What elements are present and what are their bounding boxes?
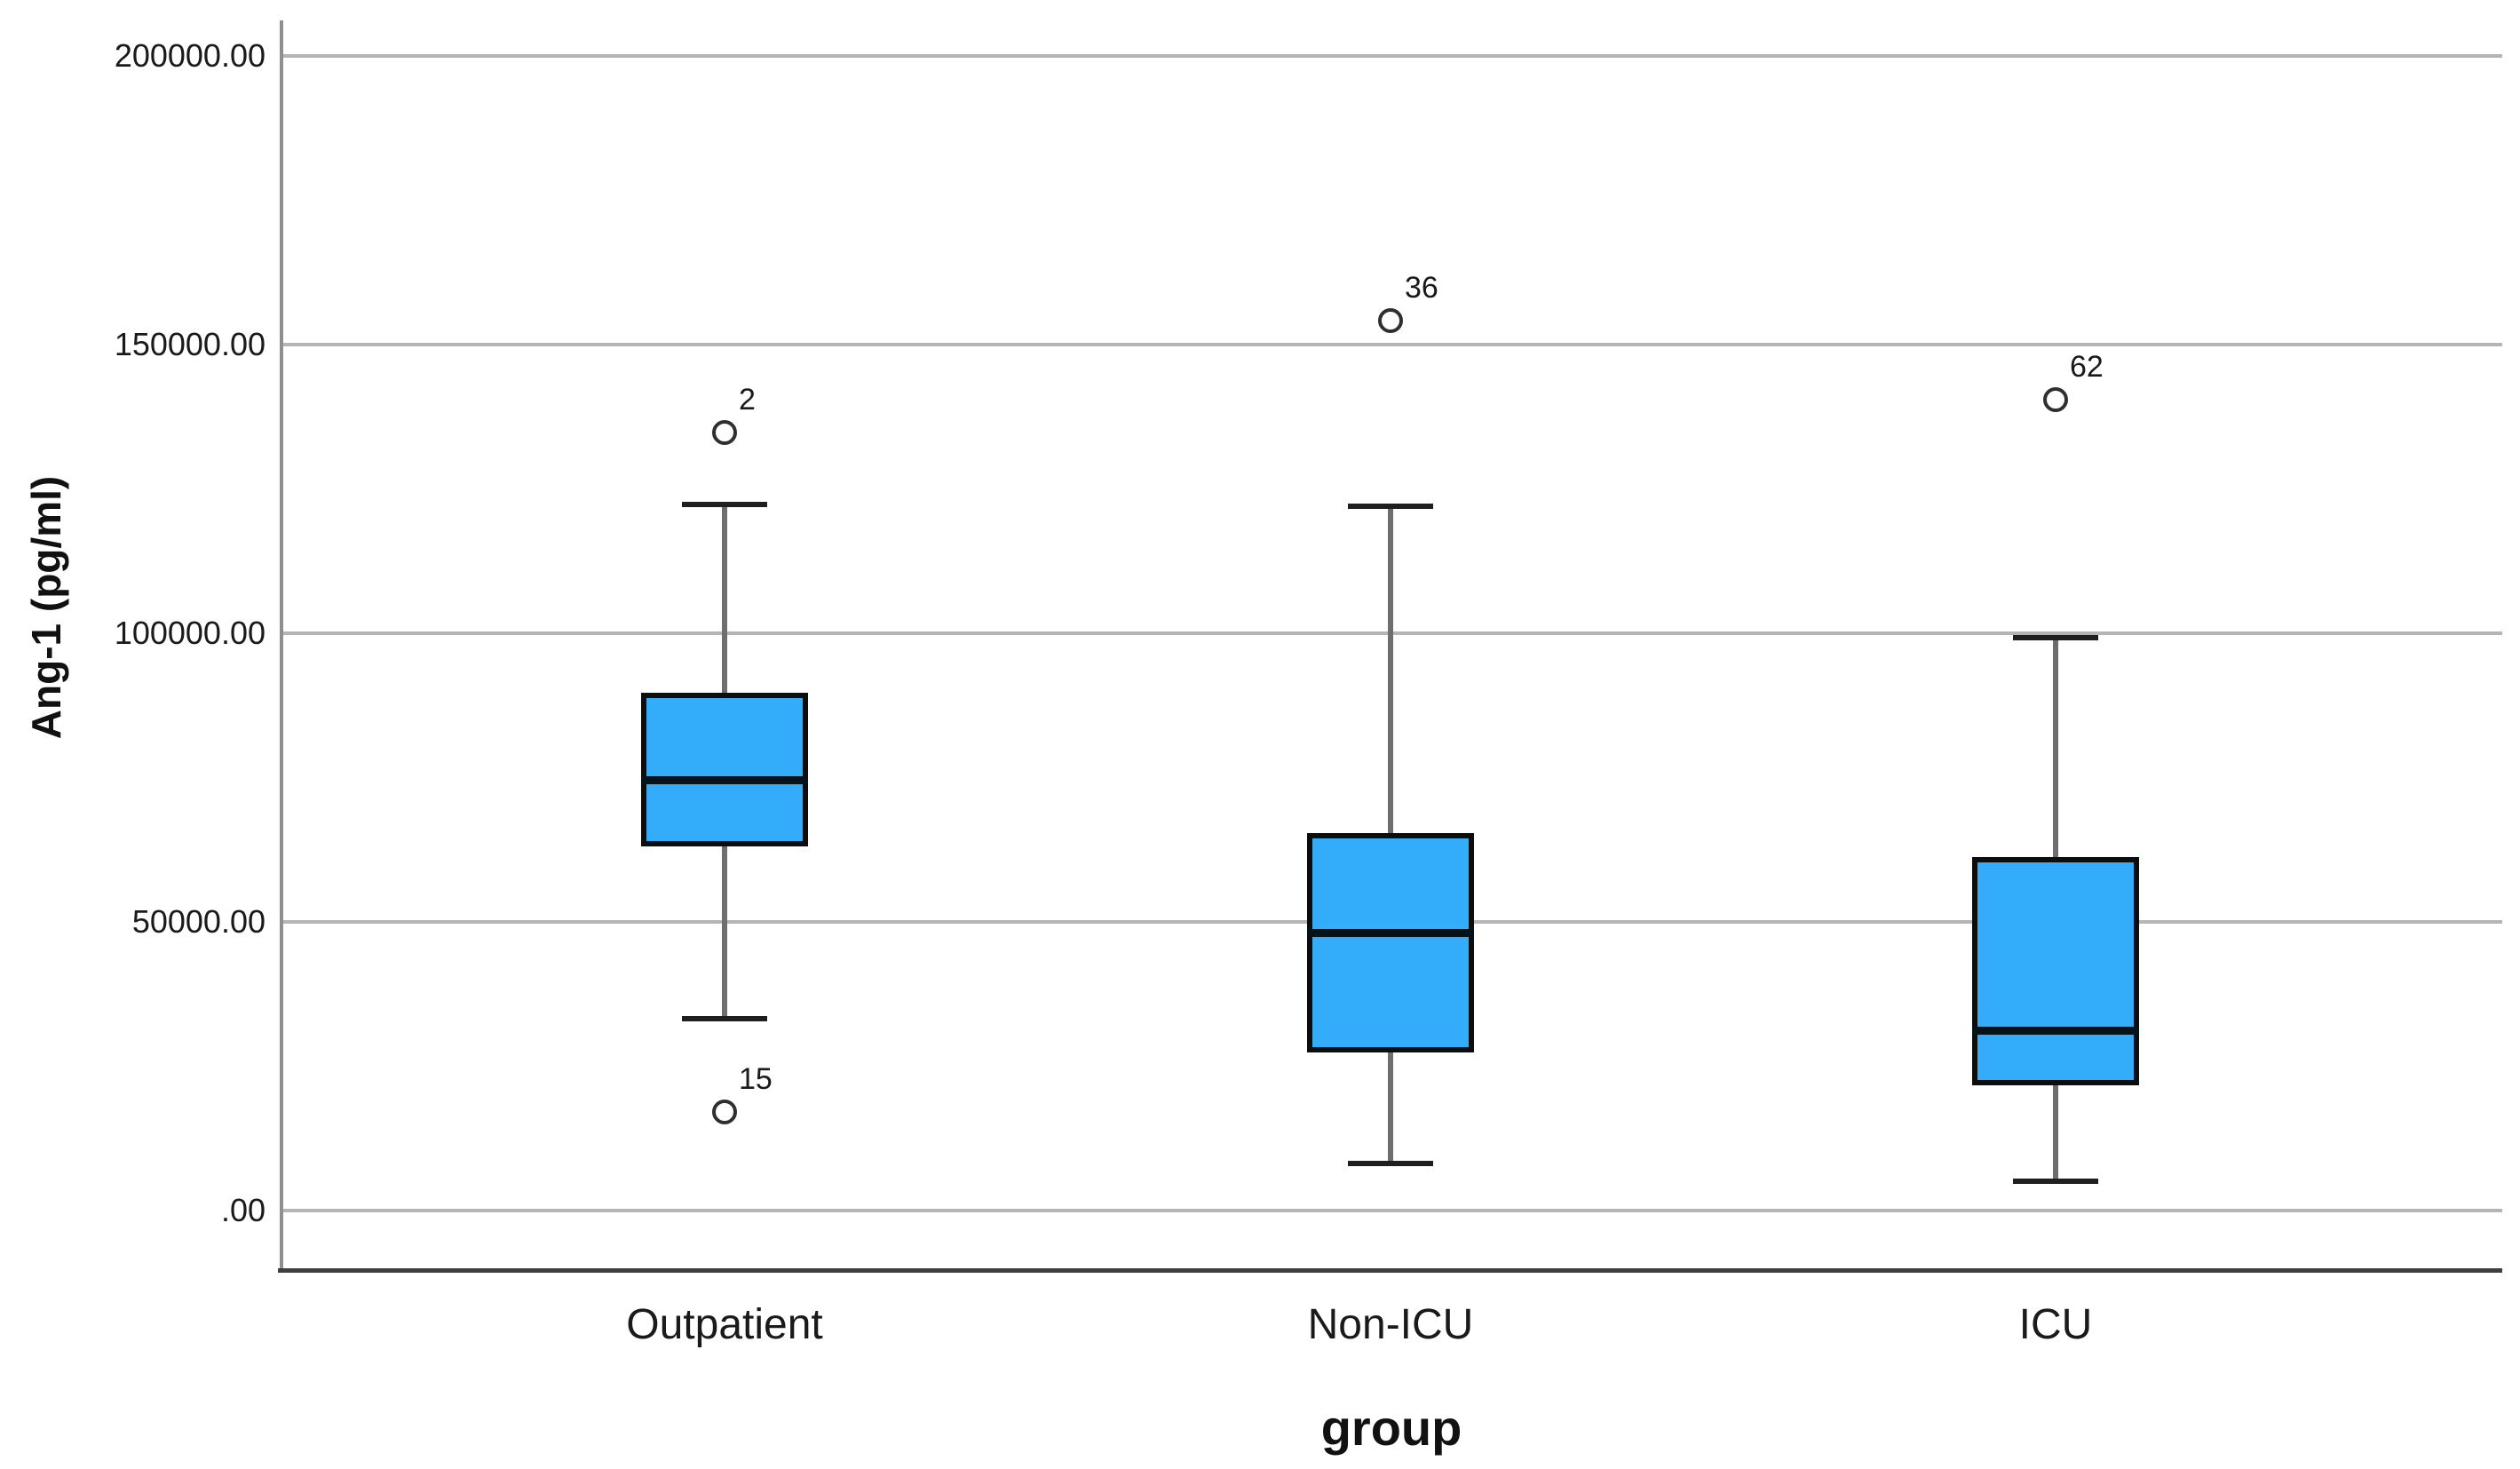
y-tick-label: 50000.00	[131, 903, 265, 940]
whisker-lower-cap	[682, 1016, 767, 1022]
whisker-lower-stem	[2053, 1084, 2058, 1181]
outlier-case-label: 15	[739, 1061, 773, 1096]
median-line	[1972, 1027, 2139, 1036]
y-gridline	[281, 1209, 2502, 1212]
outlier-point	[1378, 307, 1403, 333]
x-axis-line	[278, 1268, 2502, 1273]
whisker-upper-stem	[2053, 638, 2058, 858]
outlier-case-label: 2	[739, 382, 756, 417]
x-tick-label: ICU	[2018, 1301, 2093, 1348]
iqr-box-icu	[1972, 857, 2139, 1085]
y-tick-label: .00	[220, 1192, 265, 1228]
y-axis-title: Ang-1 (pg/ml)	[23, 475, 69, 740]
whisker-upper-stem	[722, 504, 727, 693]
y-tick-label: 200000.00	[114, 37, 265, 74]
median-line	[1307, 928, 1474, 937]
whisker-lower-stem	[722, 846, 727, 1020]
whisker-lower-stem	[1388, 1052, 1393, 1163]
outlier-point	[712, 1099, 737, 1124]
y-axis-line	[280, 20, 283, 1270]
y-tick-label: 150000.00	[114, 326, 265, 362]
y-tick-label: 100000.00	[114, 615, 265, 651]
outlier-point	[712, 419, 737, 445]
median-line	[641, 776, 808, 785]
outlier-point	[2043, 386, 2068, 412]
x-axis-title: group	[1320, 1400, 1462, 1456]
whisker-upper-cap	[682, 502, 767, 508]
whisker-upper-cap	[2013, 635, 2098, 641]
whisker-lower-cap	[2013, 1178, 2098, 1184]
iqr-box-outpatient	[641, 692, 808, 846]
outlier-case-label: 36	[1405, 270, 1438, 305]
outlier-case-label: 62	[2070, 349, 2104, 384]
x-tick-label: Outpatient	[626, 1301, 823, 1348]
y-gridline	[281, 343, 2502, 346]
iqr-box-non-icu	[1307, 832, 1474, 1052]
whisker-upper-stem	[1388, 506, 1393, 833]
whisker-upper-cap	[1348, 504, 1433, 509]
whisker-lower-cap	[1348, 1160, 1433, 1166]
y-gridline	[281, 54, 2502, 58]
x-tick-label: Non-ICU	[1307, 1301, 1474, 1348]
